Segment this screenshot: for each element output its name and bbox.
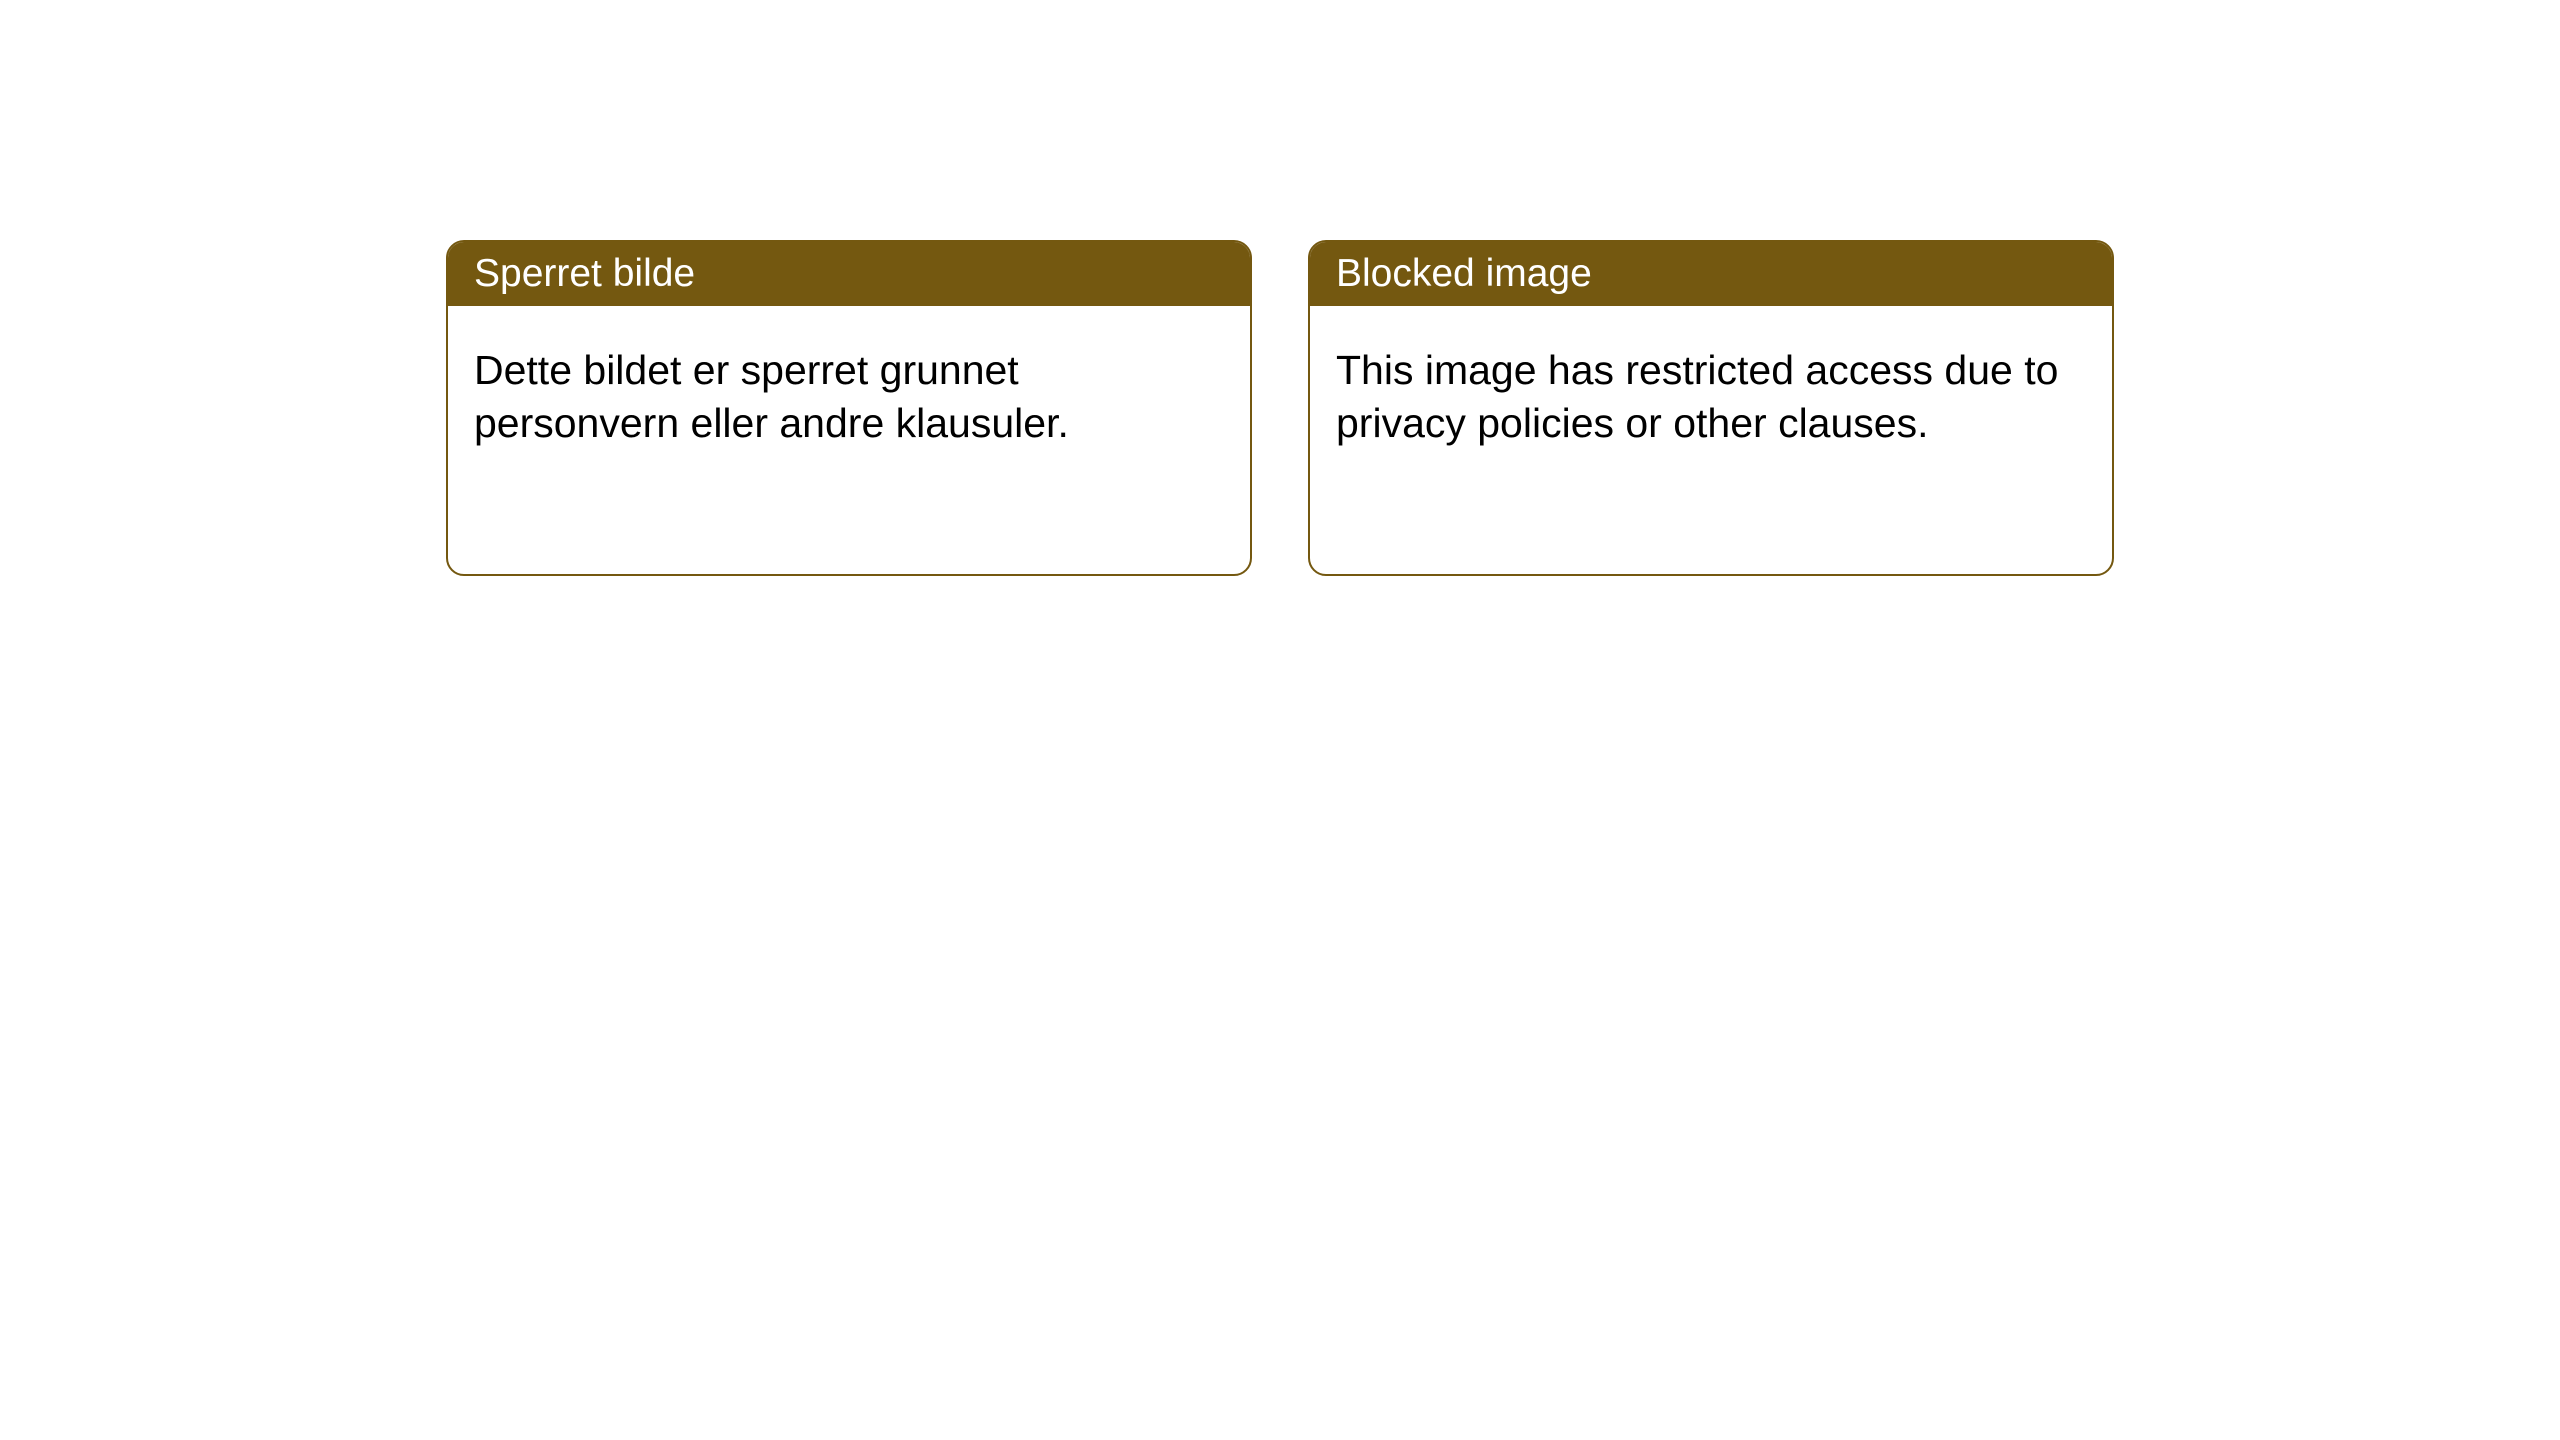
- notice-body-text: Dette bildet er sperret grunnet personve…: [474, 347, 1069, 446]
- notice-header: Sperret bilde: [448, 242, 1250, 306]
- notice-body: This image has restricted access due to …: [1310, 306, 2112, 489]
- notice-card-norwegian: Sperret bilde Dette bildet er sperret gr…: [446, 240, 1252, 576]
- notice-body: Dette bildet er sperret grunnet personve…: [448, 306, 1250, 489]
- notice-title: Blocked image: [1336, 252, 1592, 295]
- notice-container: Sperret bilde Dette bildet er sperret gr…: [446, 240, 2114, 576]
- notice-header: Blocked image: [1310, 242, 2112, 306]
- notice-body-text: This image has restricted access due to …: [1336, 347, 2058, 446]
- notice-title: Sperret bilde: [474, 252, 695, 295]
- notice-card-english: Blocked image This image has restricted …: [1308, 240, 2114, 576]
